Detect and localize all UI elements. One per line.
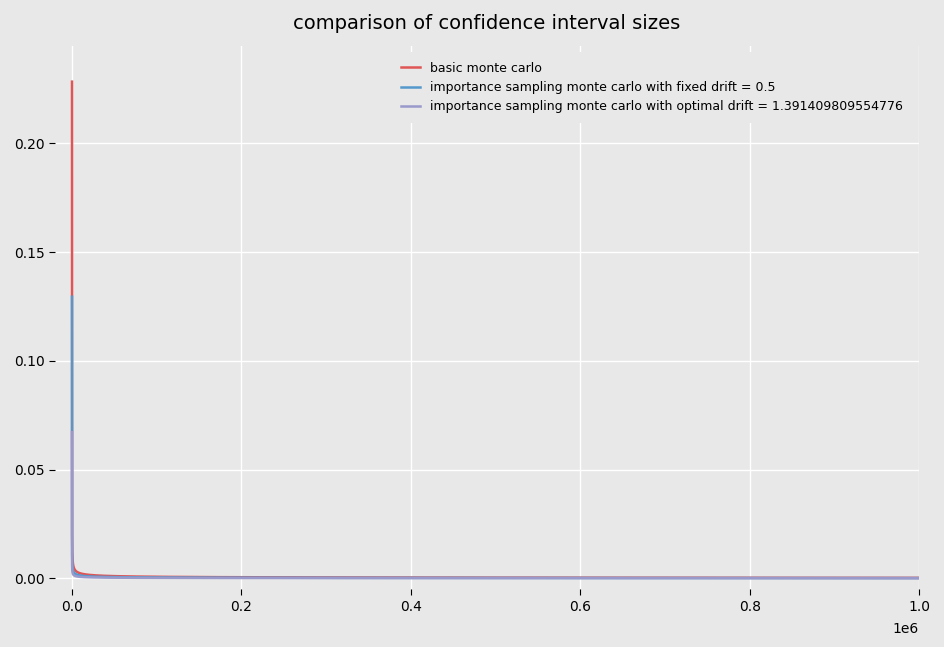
Title: comparison of confidence interval sizes: comparison of confidence interval sizes	[294, 14, 681, 33]
importance sampling monte carlo with optimal drift = 1.391409809554776	[66, 557, 77, 565]
basic monte carlo	[66, 246, 77, 254]
Line: importance sampling monte carlo with fixed drift = 0.5: importance sampling monte carlo with fix…	[72, 297, 919, 578]
Line: basic monte carlo: basic monte carlo	[72, 82, 919, 578]
basic monte carlo	[66, 78, 77, 85]
basic monte carlo	[66, 384, 77, 391]
importance sampling monte carlo with fixed drift = 0.5	[66, 542, 77, 549]
importance sampling monte carlo with optimal drift = 1.391409809554776	[66, 428, 77, 436]
importance sampling monte carlo with optimal drift = 1.391409809554776	[67, 567, 78, 575]
basic monte carlo	[858, 574, 869, 582]
Text: 1e6: 1e6	[893, 622, 919, 636]
importance sampling monte carlo with optimal drift = 1.391409809554776	[66, 518, 77, 526]
importance sampling monte carlo with fixed drift = 0.5	[914, 574, 925, 582]
basic monte carlo	[67, 549, 78, 557]
importance sampling monte carlo with fixed drift = 0.5	[66, 293, 77, 301]
basic monte carlo	[66, 516, 77, 524]
Line: importance sampling monte carlo with optimal drift = 1.391409809554776: importance sampling monte carlo with opt…	[72, 432, 919, 578]
importance sampling monte carlo with optimal drift = 1.391409809554776	[66, 477, 77, 485]
basic monte carlo	[67, 559, 78, 567]
importance sampling monte carlo with fixed drift = 0.5	[67, 565, 78, 573]
importance sampling monte carlo with fixed drift = 0.5	[67, 560, 78, 568]
importance sampling monte carlo with optimal drift = 1.391409809554776	[914, 575, 925, 582]
basic monte carlo	[914, 574, 925, 582]
importance sampling monte carlo with fixed drift = 0.5	[66, 466, 77, 474]
importance sampling monte carlo with optimal drift = 1.391409809554776	[67, 570, 78, 578]
importance sampling monte carlo with fixed drift = 0.5	[858, 574, 869, 582]
importance sampling monte carlo with fixed drift = 0.5	[66, 388, 77, 396]
Legend: basic monte carlo, importance sampling monte carlo with fixed drift = 0.5, impor: basic monte carlo, importance sampling m…	[391, 52, 913, 124]
importance sampling monte carlo with optimal drift = 1.391409809554776	[858, 575, 869, 582]
